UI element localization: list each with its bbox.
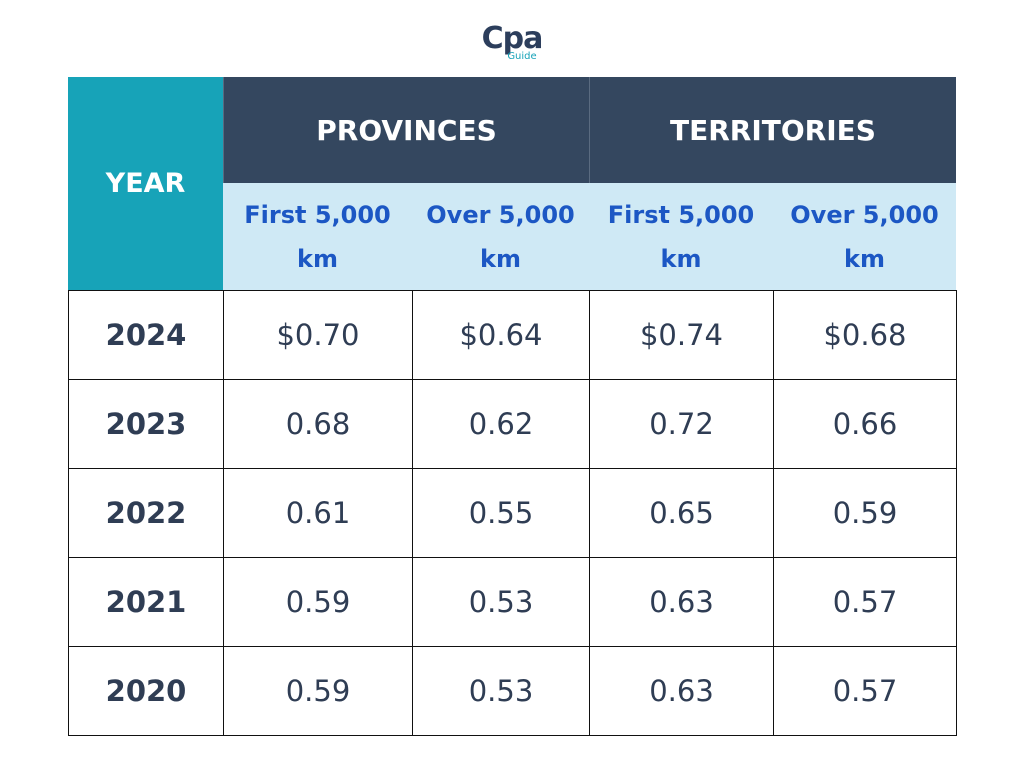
year-cell: 2023: [68, 379, 224, 469]
rate-cell: 0.72: [589, 379, 774, 469]
rate-cell: 0.59: [773, 468, 957, 558]
year-header: YEAR: [68, 77, 223, 290]
year-cell: 2022: [68, 468, 224, 558]
group-header: PROVINCES: [223, 77, 589, 183]
rate-cell: $0.68: [773, 290, 957, 380]
rate-cell: 0.53: [412, 646, 590, 736]
logo-tagline: Guide: [507, 51, 537, 62]
rate-cell: 0.59: [223, 557, 413, 647]
rate-cell: 0.62: [412, 379, 590, 469]
logo: Cpa Guide: [472, 24, 552, 62]
sub-header: Over 5,000 km: [773, 183, 956, 290]
rate-cell: 0.68: [223, 379, 413, 469]
year-cell: 2020: [68, 646, 224, 736]
rate-cell: 0.63: [589, 646, 774, 736]
rate-cell: 0.66: [773, 379, 957, 469]
sub-header: First 5,000 km: [223, 183, 412, 290]
sub-header: First 5,000 km: [589, 183, 773, 290]
rate-cell: 0.53: [412, 557, 590, 647]
year-cell: 2021: [68, 557, 224, 647]
rate-cell: $0.64: [412, 290, 590, 380]
rate-cell: 0.57: [773, 646, 957, 736]
year-cell: 2024: [68, 290, 224, 380]
logo-name: Cpa: [481, 21, 544, 56]
group-header: TERRITORIES: [589, 77, 956, 183]
rate-cell: 0.63: [589, 557, 774, 647]
sub-header: Over 5,000 km: [412, 183, 589, 290]
rate-cell: 0.57: [773, 557, 957, 647]
rate-cell: 0.65: [589, 468, 774, 558]
rate-cell: 0.61: [223, 468, 413, 558]
rate-cell: 0.59: [223, 646, 413, 736]
rate-cell: $0.70: [223, 290, 413, 380]
rate-cell: 0.55: [412, 468, 590, 558]
rate-cell: $0.74: [589, 290, 774, 380]
